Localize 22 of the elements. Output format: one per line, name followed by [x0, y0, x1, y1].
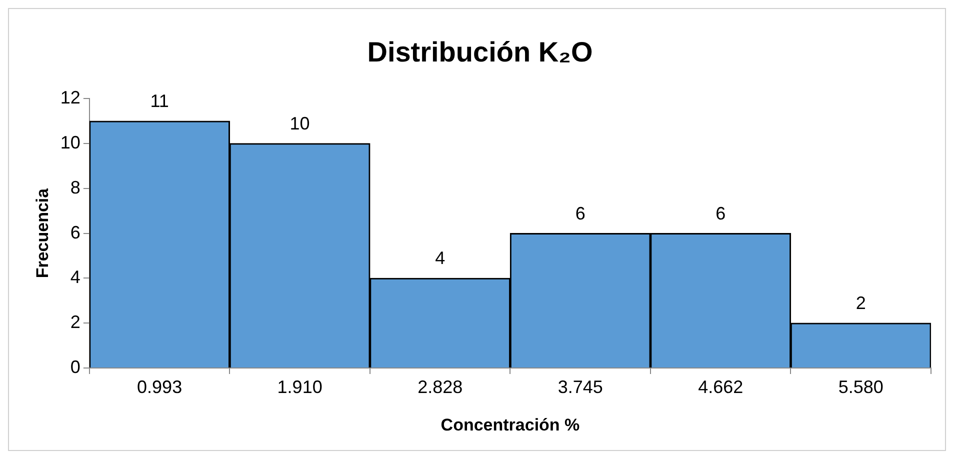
data-label: 2: [856, 293, 866, 314]
x-tick-label: 4.662: [698, 376, 744, 397]
y-tick-label: 4: [70, 267, 80, 288]
data-label: 10: [290, 113, 310, 134]
y-tick-label: 2: [70, 312, 80, 332]
data-label: 6: [716, 203, 726, 224]
data-label: 4: [435, 248, 446, 268]
x-tick-label: 5.580: [838, 376, 884, 397]
y-tick-label: 10: [60, 132, 80, 152]
y-axis-title: Frecuencia: [32, 188, 52, 278]
y-tick-label: 8: [70, 177, 80, 198]
x-axis-title: Concentración %: [440, 415, 580, 434]
data-label: 6: [575, 203, 586, 224]
data-label: 11: [150, 91, 169, 112]
y-tick-label: 12: [60, 88, 80, 108]
x-tick-label: 2.828: [418, 376, 463, 397]
x-tick-label: 3.745: [558, 376, 603, 397]
x-tick-label: 1.910: [277, 376, 322, 397]
y-tick-label: 0: [70, 356, 80, 377]
chart-title: Distribución K₂O: [367, 36, 593, 68]
x-tick-label: 0.993: [137, 376, 182, 397]
y-tick-label: 6: [70, 222, 80, 242]
